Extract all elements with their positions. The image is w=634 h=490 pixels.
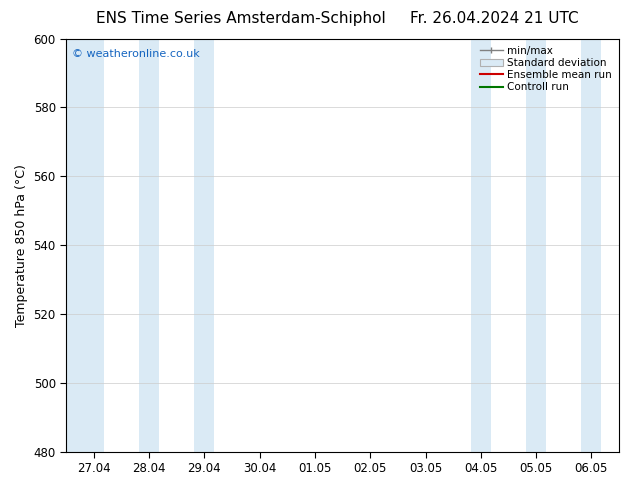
Bar: [139, 39, 159, 452]
Bar: [471, 39, 491, 452]
Bar: [195, 39, 214, 452]
Bar: [526, 39, 546, 452]
Text: © weatheronline.co.uk: © weatheronline.co.uk: [72, 49, 200, 59]
Legend: min/max, Standard deviation, Ensemble mean run, Controll run: min/max, Standard deviation, Ensemble me…: [478, 44, 614, 94]
Bar: [581, 39, 601, 452]
Bar: [84, 39, 104, 452]
Text: Fr. 26.04.2024 21 UTC: Fr. 26.04.2024 21 UTC: [410, 11, 579, 26]
Y-axis label: Temperature 850 hPa (°C): Temperature 850 hPa (°C): [15, 164, 28, 326]
Text: ENS Time Series Amsterdam-Schiphol: ENS Time Series Amsterdam-Schiphol: [96, 11, 386, 26]
Bar: [66, 39, 84, 452]
